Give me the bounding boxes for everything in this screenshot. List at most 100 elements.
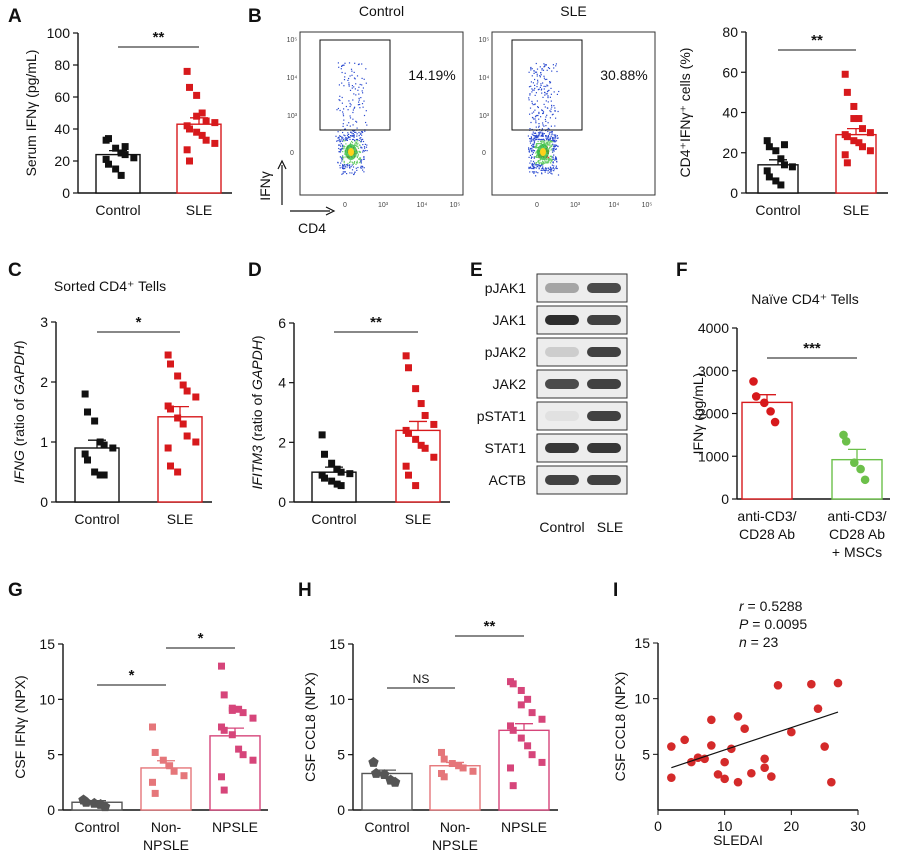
flow-event-dot <box>532 144 534 146</box>
blot-row: JAK1 <box>493 305 628 335</box>
flow-event-dot <box>550 172 552 174</box>
data-point <box>780 161 788 169</box>
flow-event-dot <box>553 165 555 167</box>
flow-event-dot <box>351 70 353 72</box>
flow-event-dot <box>540 169 542 171</box>
flow-event-dot <box>547 97 549 99</box>
flow-event-dot <box>363 100 365 102</box>
flow-event-dot <box>352 130 354 132</box>
flow-event-dot <box>540 143 542 145</box>
flow-event-dot <box>343 79 346 81</box>
flow-event-dot <box>546 107 548 109</box>
flow-event-dot <box>539 166 541 168</box>
data-point <box>760 754 769 764</box>
flow-event-dot <box>547 142 549 144</box>
flow-event-dot <box>533 142 535 144</box>
flow-event-dot <box>542 109 544 112</box>
x-tick-label: 10⁴ <box>417 202 428 209</box>
flow-event-dot <box>339 135 341 137</box>
data-point <box>773 681 783 690</box>
flow-event-dot <box>531 147 533 149</box>
blot-band <box>545 443 579 453</box>
flow-event-dot <box>357 153 359 155</box>
x-tick-label: Control <box>311 511 356 527</box>
data-point <box>777 155 785 163</box>
flow-event-dot <box>529 154 532 156</box>
flow-event-dot <box>342 155 344 157</box>
data-point <box>850 458 859 467</box>
flow-event-dot <box>354 143 356 145</box>
flow-event-dot <box>536 73 538 75</box>
data-point <box>763 137 771 145</box>
flow-event-dot <box>549 155 551 157</box>
flow-event-dot <box>362 131 364 134</box>
flow-event-dot <box>557 110 559 113</box>
stat-symbol: r <box>739 598 745 614</box>
flow-event-dot <box>342 167 344 170</box>
flow-event-dot <box>543 85 545 87</box>
y-axis-label: IFNγ <box>257 171 273 201</box>
data-point <box>402 352 410 360</box>
flow-event-dot <box>549 171 551 173</box>
flow-event-dot <box>344 167 346 170</box>
data-point <box>149 723 156 731</box>
x-tick-label: SLE <box>405 511 431 527</box>
flow-event-dot <box>343 162 345 164</box>
regression-line <box>671 711 839 769</box>
flow-event-dot <box>548 128 550 130</box>
flow-event-dot <box>553 146 555 148</box>
flow-event-dot <box>551 169 553 171</box>
flow-event-dot <box>537 143 539 145</box>
flow-event-dot <box>543 159 546 161</box>
flow-event-dot <box>354 142 357 144</box>
data-point <box>858 125 866 133</box>
flow-event-dot <box>360 132 362 134</box>
flow-event-dot <box>344 72 346 74</box>
x-tick-label: 0 <box>654 818 662 834</box>
flow-event-dot <box>541 172 543 174</box>
y-axis-label-part: ) <box>249 335 265 340</box>
x-tick-label: 10⁵ <box>450 202 461 209</box>
flow-event-dot <box>539 141 542 143</box>
flow-event-dot <box>533 146 535 148</box>
flow-event-dot <box>546 162 548 164</box>
data-point <box>183 432 191 440</box>
flow-event-dot <box>534 109 536 111</box>
x-tick-label: 10³ <box>570 202 581 209</box>
flow-event-dot <box>348 62 351 64</box>
x-tick-label: 20 <box>784 818 800 834</box>
flow-event-dot <box>551 173 553 175</box>
bar <box>741 401 793 500</box>
data-point <box>421 444 429 452</box>
flow-event-dot <box>547 144 550 146</box>
flow-event-dot <box>530 140 532 142</box>
flow-event-dot <box>533 89 535 91</box>
data-point <box>104 135 112 143</box>
flow-event-dot <box>361 166 364 168</box>
flow-event-dot <box>341 102 343 104</box>
flow-event-dot <box>359 107 361 109</box>
flow-event-dot <box>554 135 556 137</box>
flow-event-dot <box>528 71 530 73</box>
flow-event-dot <box>349 89 352 91</box>
data-point <box>179 420 187 428</box>
flow-event-dot <box>352 162 354 164</box>
flow-event-dot <box>545 136 547 138</box>
flow-event-dot <box>360 131 363 133</box>
flow-event-dot <box>546 114 548 116</box>
flow-event-dot <box>555 140 558 142</box>
flow-event-dot <box>546 93 548 95</box>
flow-event-dot <box>549 169 552 171</box>
data-point <box>320 474 328 482</box>
data-point <box>404 471 412 479</box>
flow-event-dot <box>549 144 551 146</box>
flow-event-dot <box>547 127 549 129</box>
panel-letter-i: I <box>613 580 618 601</box>
y-tick-label: 2000 <box>698 406 729 422</box>
flow-event-dot <box>536 114 538 117</box>
flow-event-dot <box>554 125 556 127</box>
y-tick-label: 0 <box>278 494 286 510</box>
flow-event-dot <box>356 133 358 135</box>
data-point <box>509 680 517 688</box>
data-point <box>680 735 689 745</box>
